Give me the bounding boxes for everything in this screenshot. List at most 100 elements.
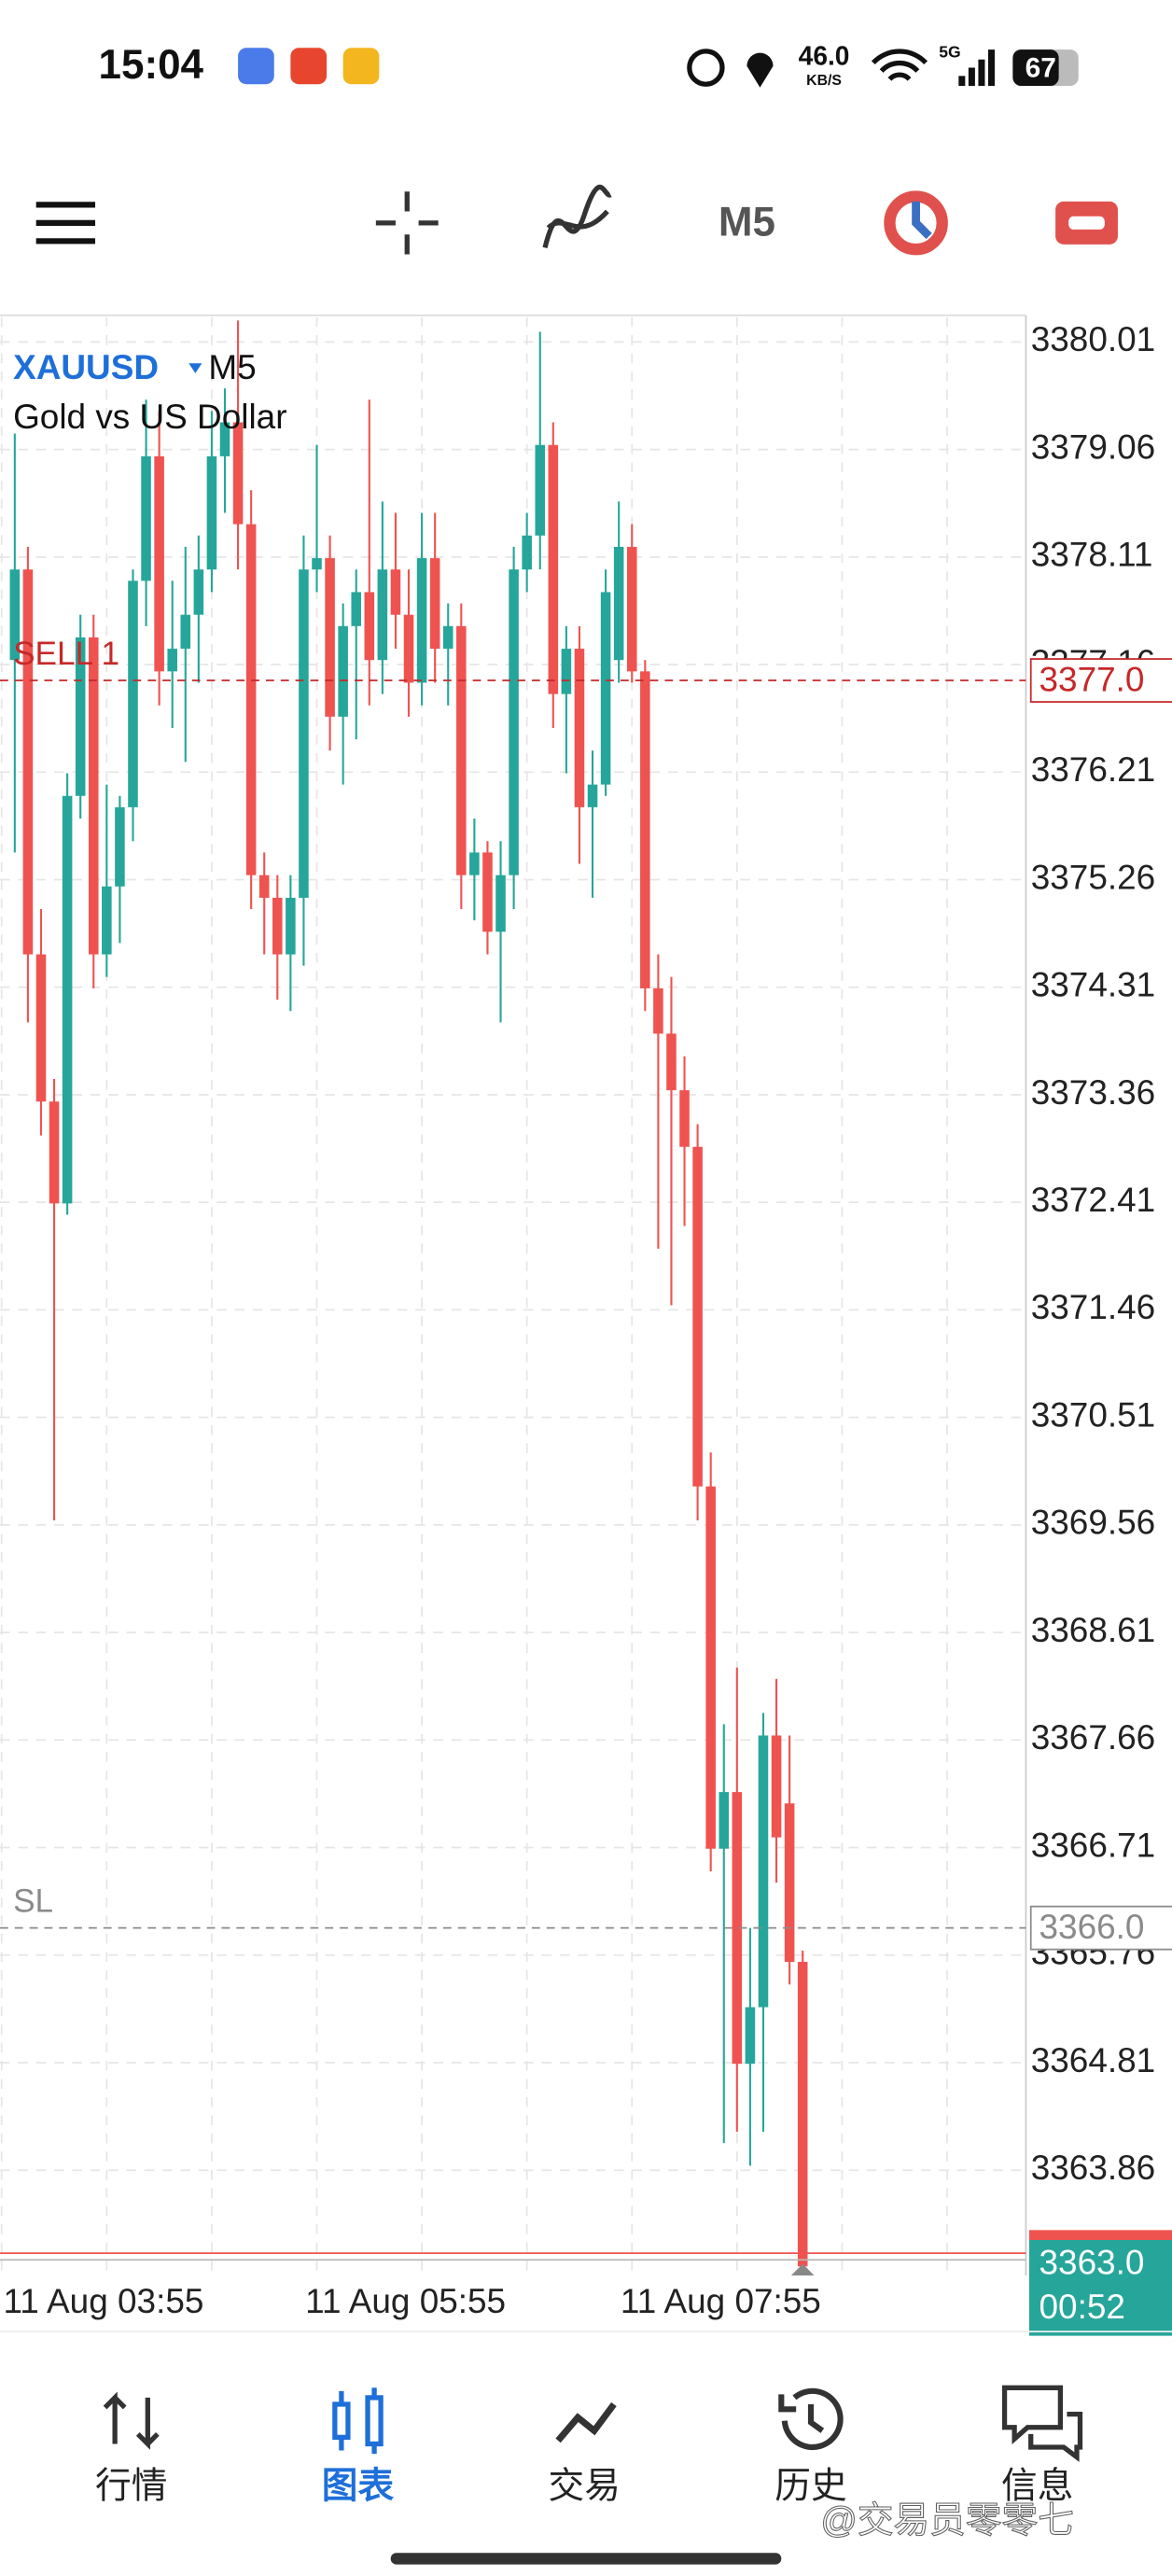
app-icon <box>342 48 380 85</box>
candle-body <box>75 637 86 796</box>
candle-body <box>299 569 309 898</box>
candle-body <box>732 1792 743 2065</box>
candle-body <box>62 795 73 1204</box>
tab-icon <box>103 2391 160 2450</box>
battery-text: 67 <box>1026 52 1056 83</box>
y-tick-label: 3363.86 <box>1031 2148 1155 2187</box>
home-indicator <box>390 2553 782 2565</box>
chart-timeframe: M5 <box>208 347 256 386</box>
candle-body <box>403 614 414 683</box>
level-price: 3377.0 <box>1039 660 1145 699</box>
wifi-icon <box>871 49 928 81</box>
tab-label[interactable]: 行情 <box>95 2466 167 2506</box>
candle-body <box>416 558 427 683</box>
candle-body <box>640 671 650 988</box>
app-icon <box>290 48 328 85</box>
clock: 15:04 <box>99 42 204 88</box>
y-tick-label: 3375.26 <box>1031 857 1155 896</box>
candle-body <box>679 1090 690 1147</box>
candle-body <box>613 546 624 661</box>
candle-body <box>22 569 34 955</box>
level-name: SELL 1 <box>13 636 119 672</box>
candle-body <box>705 1486 716 1849</box>
indicator-button[interactable] <box>542 184 612 249</box>
candle-body <box>548 444 559 694</box>
chart: 3380.013379.063378.113377.163376.213375.… <box>0 316 1172 2336</box>
candle-body <box>456 625 467 875</box>
trade-icon <box>1068 216 1105 230</box>
candle-body <box>128 581 138 807</box>
y-tick-label: 3370.51 <box>1031 1394 1155 1434</box>
candle-body <box>666 1033 677 1091</box>
candle-body <box>245 524 257 875</box>
tab-icons <box>103 2385 1083 2462</box>
chart-description: Gold vs US Dollar <box>13 397 286 436</box>
last-price-marker <box>790 2263 815 2275</box>
crosshair-button[interactable] <box>375 191 439 255</box>
candle-body <box>258 875 270 898</box>
candle-body <box>364 592 375 661</box>
y-tick-label: 3378.11 <box>1031 535 1153 574</box>
candle-body <box>167 649 177 672</box>
candle-body <box>600 592 611 785</box>
y-tick-label: 3368.61 <box>1031 1610 1155 1649</box>
candle-body <box>509 569 519 875</box>
y-tick-label: 3374.31 <box>1031 964 1155 1003</box>
bar-countdown: 00:52 <box>1039 2287 1125 2326</box>
candle-body <box>653 987 663 1034</box>
candle-body <box>193 569 204 615</box>
candle-body <box>180 614 191 650</box>
level-name: SL <box>13 1883 53 1919</box>
candle-body <box>115 806 125 887</box>
candle-body <box>272 897 283 955</box>
net-speed: 46.0 <box>799 40 850 70</box>
x-tick-label: 11 Aug 05:55 <box>305 2281 506 2320</box>
candle-body <box>206 455 217 570</box>
candle-body <box>522 535 532 570</box>
tab-label[interactable]: 信息 <box>1001 2466 1073 2506</box>
candle-body <box>312 558 322 570</box>
plot <box>0 316 1026 2275</box>
candle-body <box>35 954 47 1102</box>
symbol-dropdown[interactable] <box>188 363 202 373</box>
menu-button[interactable] <box>35 202 96 245</box>
candle-body <box>574 649 585 807</box>
y-tick-label: 3371.46 <box>1031 1287 1155 1326</box>
candle-body <box>325 558 335 717</box>
candle-body <box>351 592 362 626</box>
candle-body <box>495 875 506 932</box>
candle-body <box>719 1792 730 1849</box>
tab-label[interactable]: 图表 <box>322 2466 395 2506</box>
last-price-label: 3363.0 <box>1039 2242 1145 2281</box>
tab-label[interactable]: 历史 <box>774 2466 846 2506</box>
candle-body <box>154 455 164 672</box>
timeframe-button[interactable]: M5 <box>719 199 775 245</box>
candle-body <box>338 625 348 717</box>
candle-body <box>88 637 99 955</box>
last-price-box <box>1028 2239 1172 2336</box>
candle-body <box>141 455 151 581</box>
net-unit: KB/S <box>806 73 842 89</box>
objects-button[interactable] <box>884 190 948 256</box>
candle-body <box>429 558 440 650</box>
candle-body <box>587 784 598 807</box>
signal-icon <box>958 49 996 86</box>
app-icon <box>238 48 274 85</box>
x-tick-label: 11 Aug 03:55 <box>4 2281 204 2320</box>
y-tick-label: 3373.36 <box>1031 1072 1155 1112</box>
tab-icon <box>555 2401 617 2443</box>
candle-body <box>219 422 230 456</box>
y-tick-label: 3380.01 <box>1031 319 1155 358</box>
y-tick-label: 3369.56 <box>1031 1503 1155 1542</box>
location-icon <box>746 52 774 88</box>
y-tick-label: 3364.81 <box>1031 2040 1155 2079</box>
alarm-icon <box>687 49 725 87</box>
candle-body <box>49 1101 60 1204</box>
candle-body <box>561 649 572 694</box>
level-price: 3366.0 <box>1039 1907 1145 1946</box>
tab-bar: 行情 图表 交易 历史 信息 <box>95 2466 1073 2506</box>
x-tick-label: 11 Aug 07:55 <box>621 2281 821 2320</box>
candle-body <box>535 444 546 536</box>
tab-label[interactable]: 交易 <box>549 2466 621 2506</box>
